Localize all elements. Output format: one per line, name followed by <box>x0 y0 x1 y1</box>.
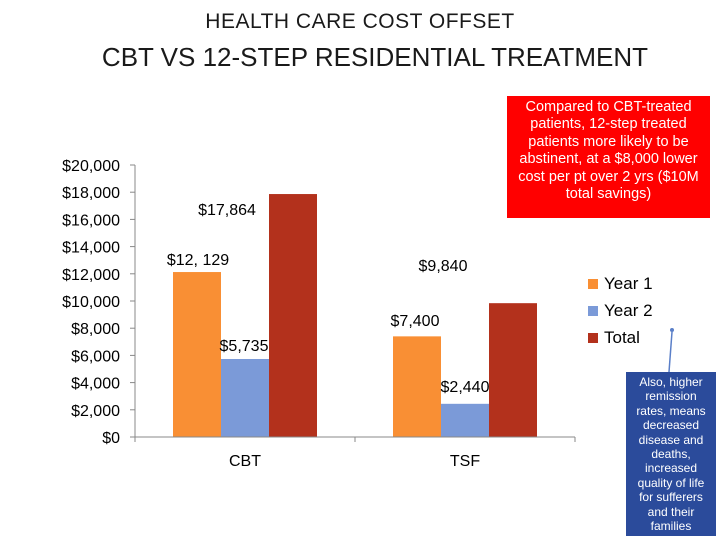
y-tick-label: $14,000 <box>62 240 120 257</box>
legend-label: Total <box>604 327 640 347</box>
legend-item: Year 1 <box>588 270 653 297</box>
legend-connector-dot <box>670 328 674 332</box>
y-tick-label: $16,000 <box>62 212 120 229</box>
bar-tsf-year-2 <box>441 403 489 437</box>
y-tick-label: $6,000 <box>71 348 120 365</box>
legend: Year 1 Year 2 Total <box>588 270 653 351</box>
data-label: $12, 129 <box>167 252 229 269</box>
x-tick-label: CBT <box>229 453 261 470</box>
legend-item: Total <box>588 324 653 351</box>
data-label: $17,864 <box>198 202 256 219</box>
data-label: $5,735 <box>220 338 269 355</box>
data-label: $9,840 <box>419 258 468 275</box>
bar-tsf-total <box>489 303 537 437</box>
legend-connector <box>668 331 673 373</box>
y-tick-label: $0 <box>102 430 120 447</box>
legend-swatch <box>588 305 598 316</box>
legend-item: Year 2 <box>588 297 653 324</box>
title-line-1: HEALTH CARE COST OFFSET <box>205 10 515 33</box>
title-line-2: CBT VS 12-STEP RESIDENTIAL TREATMENT <box>101 42 649 72</box>
data-label: $2,440 <box>441 379 490 396</box>
legend-swatch <box>588 332 598 343</box>
y-tick-label: $12,000 <box>62 267 120 284</box>
bar-cbt-year-2 <box>221 359 269 437</box>
y-tick-label: $18,000 <box>62 185 120 202</box>
data-labels: $12, 129 $5,735 $17,864 $7,400 $2,440 $9,840 <box>167 202 490 396</box>
legend-label: Year 2 <box>604 300 653 320</box>
bar-cbt-year-1 <box>173 272 221 437</box>
bar-tsf-year-1 <box>393 336 441 437</box>
x-tick-label: TSF <box>450 453 480 470</box>
x-axis: CBT TSF <box>134 436 576 470</box>
y-tick-label: $10,000 <box>62 294 120 311</box>
legend-swatch <box>588 278 598 289</box>
legend-label: Year 1 <box>604 273 653 293</box>
y-tick-label: $2,000 <box>71 403 120 420</box>
data-label: $7,400 <box>391 313 440 330</box>
bars <box>173 194 537 437</box>
y-axis: $0 $2,000 $4,000 $6,000 $8,000 $10,000 $12,000… <box>62 158 136 447</box>
y-tick-label: $20,000 <box>62 158 120 175</box>
callout-savings: Compared to CBT-treated patients, 12-ste… <box>507 96 710 218</box>
y-tick-label: $8,000 <box>71 321 120 338</box>
callout-remission: Also, higher remission rates, means decr… <box>626 372 716 536</box>
bar-cbt-total <box>269 194 317 437</box>
y-tick-label: $4,000 <box>71 376 120 393</box>
